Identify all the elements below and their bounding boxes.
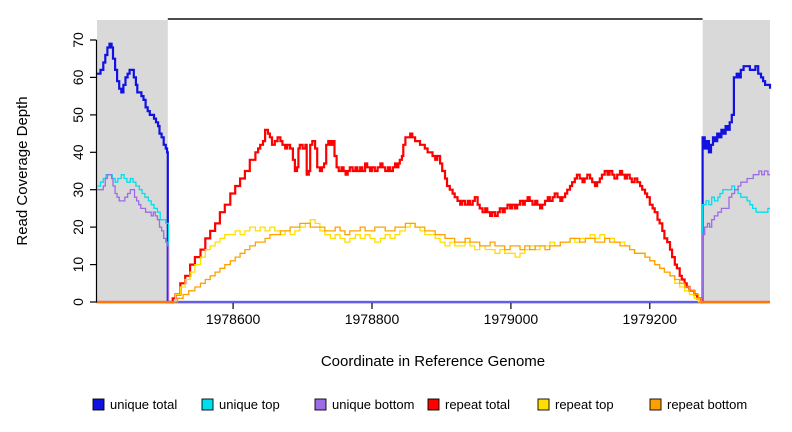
series-unique-bottom <box>97 170 770 303</box>
legend-label-unique-total: unique total <box>110 397 177 412</box>
legend-label-repeat-top: repeat top <box>555 397 614 412</box>
legend-label-repeat-total: repeat total <box>445 397 510 412</box>
legend-swatch-repeat-bottom <box>649 398 662 411</box>
legend-swatch-unique-top <box>201 398 214 411</box>
flank-regions-layer <box>97 20 770 302</box>
x-tick-label: 1978800 <box>345 311 400 327</box>
y-tick-label: 10 <box>70 257 86 273</box>
x-tick-label: 1979000 <box>484 311 539 327</box>
legend-swatch-unique-total <box>92 398 105 411</box>
series-repeat-top <box>97 219 770 303</box>
x-tick-label: 1978600 <box>206 311 261 327</box>
y-tick-label: 20 <box>70 219 86 235</box>
legend-swatch-repeat-top <box>537 398 550 411</box>
y-tick-label: 0 <box>70 298 86 306</box>
flank-region <box>97 20 168 302</box>
legend-label-repeat-bottom: repeat bottom <box>667 397 747 412</box>
legend-swatch-unique-bottom <box>314 398 327 411</box>
series-repeat-total <box>97 128 770 304</box>
y-tick-label: 40 <box>70 144 86 160</box>
series-repeat-bottom <box>97 222 770 303</box>
y-tick-label: 30 <box>70 182 86 198</box>
series-layer <box>97 42 772 304</box>
series-unique-top <box>97 174 770 303</box>
legend-label-unique-bottom: unique bottom <box>332 397 414 412</box>
x-axis-title: Coordinate in Reference Genome <box>321 353 545 370</box>
y-tick-label: 50 <box>70 107 86 123</box>
series-unique-total <box>97 42 772 304</box>
y-tick-label: 60 <box>70 69 86 85</box>
legend-swatch-repeat-total <box>427 398 440 411</box>
axes-layer: 1978600 1978800 1979000 1979200 0 10 20 30 40 50 6… <box>70 32 770 327</box>
legend: unique total unique top unique bottom repea… <box>92 397 747 412</box>
flank-region <box>702 20 770 302</box>
legend-label-unique-top: unique top <box>219 397 280 412</box>
y-tick-label: 70 <box>70 32 86 48</box>
x-tick-label: 1979200 <box>623 311 678 327</box>
y-axis-title: Read Coverage Depth <box>14 96 31 245</box>
